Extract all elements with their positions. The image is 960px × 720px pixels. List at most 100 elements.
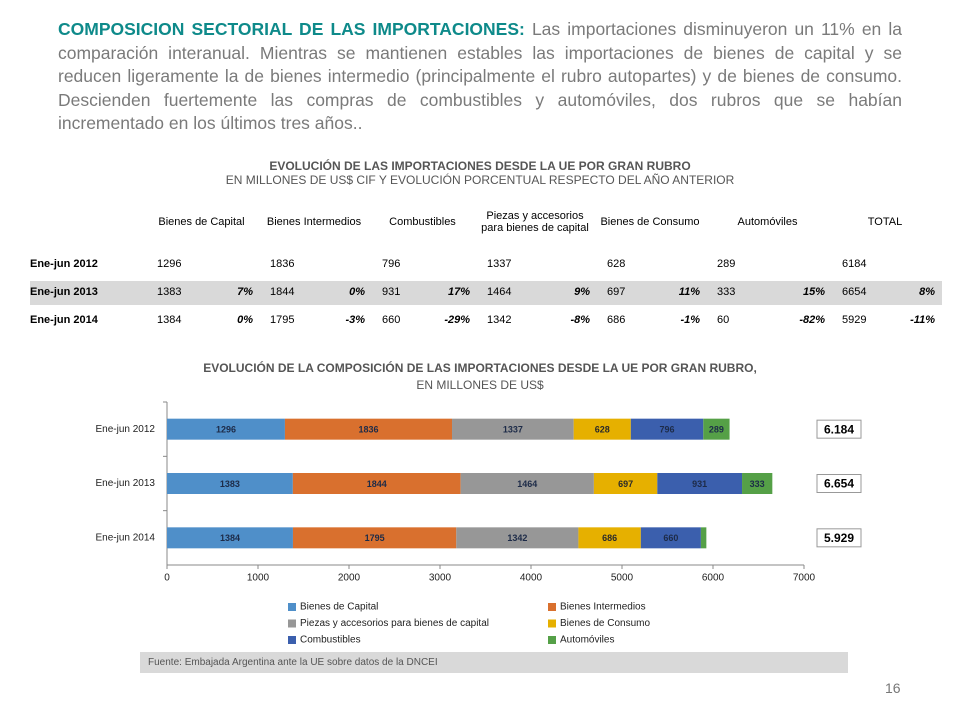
cell-change: -29%	[444, 314, 470, 326]
cell-value: 60	[717, 314, 730, 326]
bar-segment	[703, 418, 730, 440]
chart-title: EVOLUCIÓN DE LA COMPOSICIÓN DE LAS IMPOR…	[203, 361, 757, 375]
column-header: Piezas y accesorios para bienes de capit…	[481, 210, 589, 234]
heading: COMPOSICION SECTORIAL DE LAS IMPORTACION…	[58, 19, 525, 39]
bar-segment	[167, 418, 285, 440]
cell-change: 11%	[678, 286, 700, 298]
bar-segment	[460, 473, 594, 494]
data-label: 1296	[216, 425, 236, 435]
cell-value: 1836	[270, 258, 295, 270]
row-label: Ene-jun 2012	[30, 258, 98, 270]
row-band	[30, 281, 942, 305]
legend-swatch	[288, 603, 296, 611]
bar-segment	[640, 527, 701, 549]
column-header: Bienes Intermedios	[266, 216, 362, 228]
data-label: 289	[709, 425, 724, 435]
cell-change: 17%	[447, 286, 470, 298]
legend-label: Piezas y accesorios para bienes de capit…	[300, 618, 489, 629]
data-label: 931	[692, 479, 707, 489]
x-tick-label: 1000	[247, 573, 270, 584]
legend-swatch	[288, 619, 296, 628]
bar-segment	[630, 418, 704, 440]
bar-segment	[593, 473, 658, 494]
chart-subtitle: EN MILLONES DE US$	[416, 378, 544, 392]
page-number: 16	[885, 680, 901, 696]
cell-change: 15%	[802, 286, 825, 298]
cell-change: -1%	[680, 314, 700, 326]
column-header: Automóviles	[737, 216, 798, 228]
x-tick-label: 7000	[793, 573, 816, 584]
paragraph: COMPOSICION SECTORIAL DE LAS IMPORTACION…	[58, 18, 902, 136]
cell-value: 1384	[157, 314, 182, 326]
cell-value: 697	[607, 286, 626, 298]
bar-segment	[292, 473, 461, 494]
bar-segment	[578, 527, 641, 549]
total-box	[816, 528, 862, 548]
column-header: TOTAL	[867, 216, 903, 228]
row-label: Ene-jun 2014	[30, 314, 98, 326]
bar-segment	[700, 527, 707, 549]
data-label: 660	[663, 533, 678, 543]
total-label: 5.929	[824, 531, 854, 545]
column-header: Bienes de Capital	[158, 216, 245, 228]
cell-change: -8%	[570, 314, 590, 326]
bar-segment	[167, 473, 293, 494]
data-label: 628	[595, 425, 610, 435]
cell-value: 289	[717, 258, 736, 270]
bar-segment	[452, 418, 574, 440]
x-tick-label: 0	[164, 573, 170, 584]
cell-change: -82%	[799, 314, 825, 326]
cell-value: 1795	[270, 314, 295, 326]
cell-value: 6184	[842, 258, 867, 270]
cell-value: 1844	[270, 286, 295, 298]
cell-change: 0%	[349, 286, 365, 298]
cell-value: 1342	[487, 314, 512, 326]
source: Fuente: Embajada Argentina ante la UE so…	[140, 652, 848, 673]
cell-value: 6654	[842, 286, 867, 298]
cell-change: -3%	[345, 314, 365, 326]
legend-label: Bienes de Capital	[300, 602, 378, 613]
legend-swatch	[548, 603, 556, 611]
legend-label: Bienes Intermedios	[560, 602, 646, 613]
legend-label: Automóviles	[560, 635, 614, 646]
cell-value: 931	[382, 286, 401, 298]
legend-swatch	[288, 636, 296, 644]
bar-segment	[742, 473, 773, 494]
x-tick-label: 6000	[702, 573, 725, 584]
y-tick-label: Ene-jun 2014	[96, 532, 156, 543]
data-label: 1337	[503, 425, 523, 435]
y-tick-label: Ene-jun 2012	[96, 424, 156, 435]
total-box	[816, 474, 862, 493]
column-header: Bienes de Consumo	[600, 216, 700, 228]
cell-value: 1296	[157, 258, 182, 270]
total-label: 6.654	[824, 477, 854, 491]
cell-value: 660	[382, 314, 401, 326]
row-label: Ene-jun 2013	[30, 286, 98, 298]
cell-value: 796	[382, 258, 401, 270]
cell-value: 333	[717, 286, 736, 298]
data-label: 1384	[220, 533, 240, 543]
legend-label: Combustibles	[300, 635, 361, 646]
data-label: 1464	[517, 479, 537, 489]
cell-value: 1337	[487, 258, 512, 270]
data-label: 1844	[367, 479, 387, 489]
cell-value: 628	[607, 258, 626, 270]
cell-change: 9%	[574, 286, 590, 298]
data-label: 1836	[358, 425, 378, 435]
legend-swatch	[548, 636, 556, 644]
x-tick-label: 2000	[338, 573, 361, 584]
cell-value: 1464	[487, 286, 512, 298]
data-label: 333	[750, 479, 765, 489]
cell-value: 686	[607, 314, 626, 326]
body-text: Las importaciones disminuyeron un 11% en…	[58, 19, 902, 133]
y-tick-label: Ene-jun 2013	[96, 478, 156, 489]
cell-change: 0%	[237, 314, 253, 326]
cell-value: 1383	[157, 286, 182, 298]
data-label: 1383	[220, 479, 240, 489]
cell-change: -11%	[910, 314, 935, 326]
data-label: 1342	[507, 533, 527, 543]
bar-segment	[167, 527, 293, 549]
bar-segment	[284, 418, 453, 440]
legend-swatch	[548, 619, 556, 628]
